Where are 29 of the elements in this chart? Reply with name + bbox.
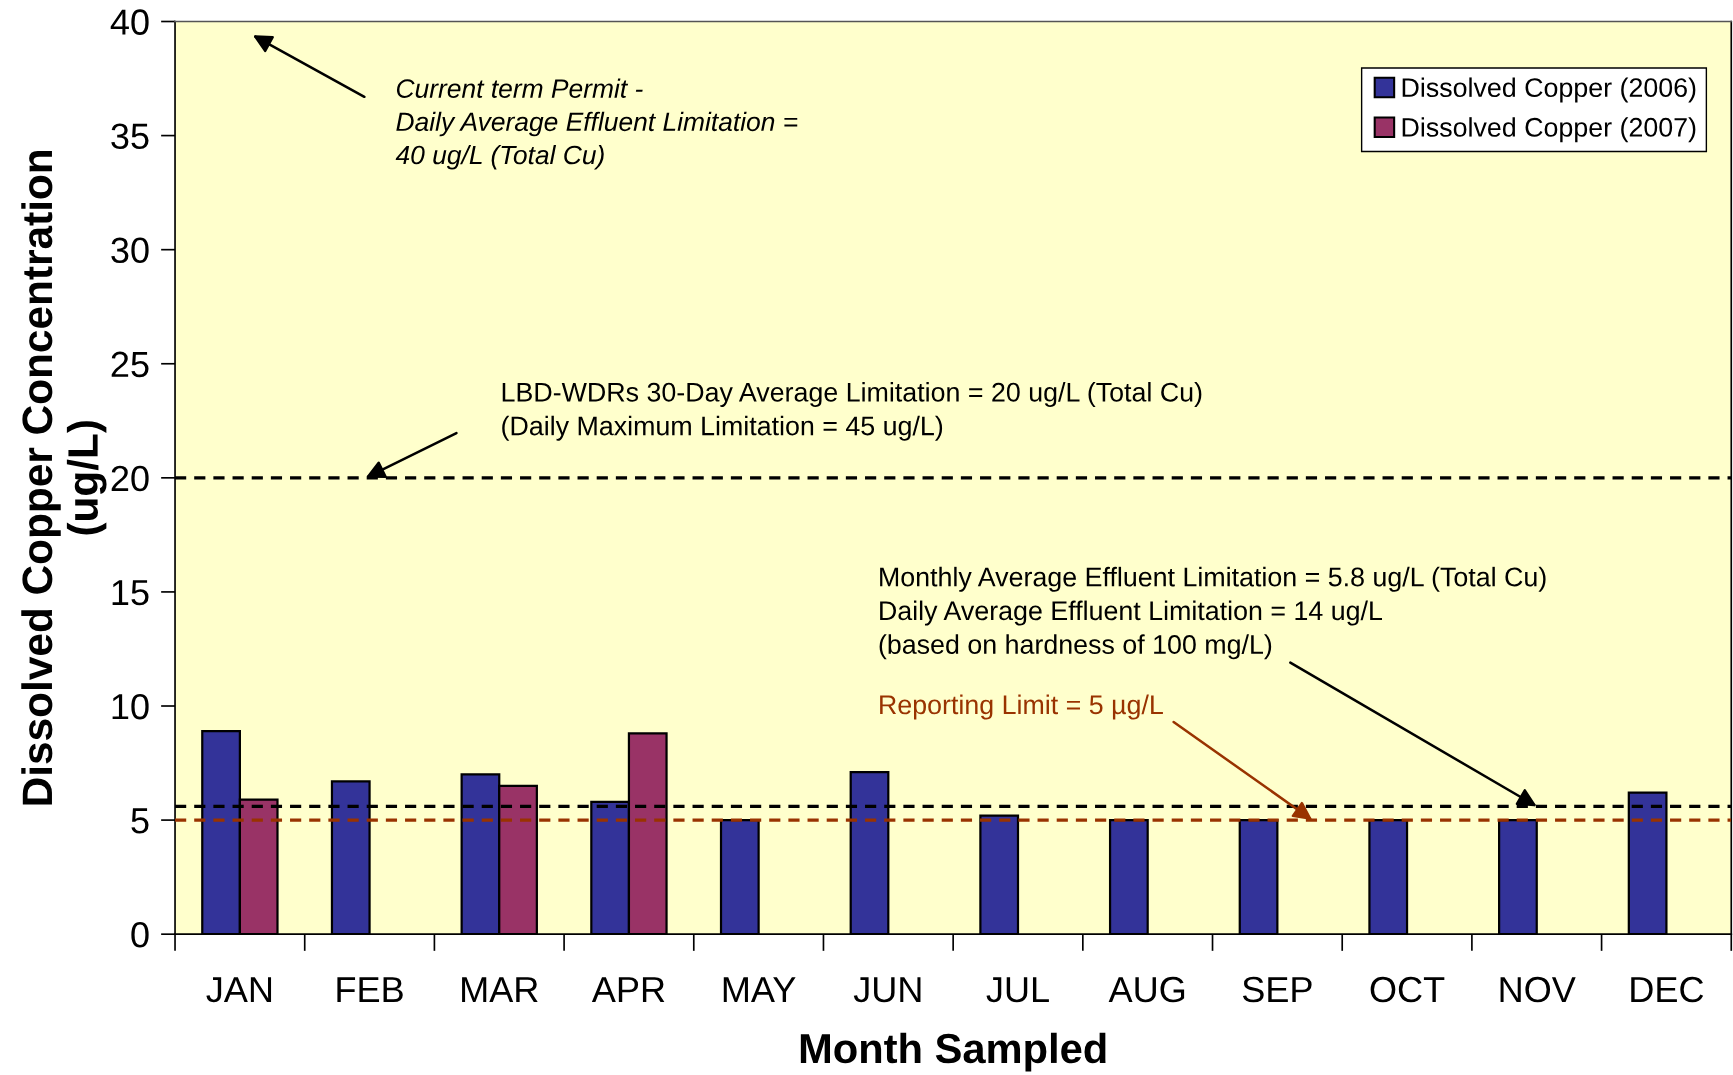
y-tick-label: 10 [112,693,149,720]
y-tick-label: 20 [111,465,149,492]
x-tick-label: JUN [853,977,921,1003]
y-tick-label: 0 [131,922,149,948]
y-tick-label: 5 [131,808,149,834]
x-tick-label: NOV [1500,976,1576,1003]
y-axis-title: Dissolved Copper Concentration (ug/L) [21,150,107,805]
legend-label: Dissolved Copper (2007) [1402,117,1696,143]
x-tick-label: SEP [1242,976,1312,1003]
x-tick-label: JUL [986,977,1049,1003]
annotation: Current term Permit - Daily Average Effluent Limitation = 40 ug/L (Total Cu) [395,78,798,170]
x-tick-label: APR [591,977,665,1003]
x-tick-label: MAY [723,977,796,1003]
x-tick-label: OCT [1370,976,1445,1003]
x-tick-label: DEC [1631,976,1704,1003]
x-tick-label: AUG [1108,976,1185,1003]
y-tick-label: 15 [112,580,149,606]
y-tick-label: 25 [111,351,149,378]
y-tick-label: 40 [110,9,149,35]
x-tick-label: JAN [206,977,272,1003]
x-tick-label: MAR [462,977,538,1003]
ref-line-label: Reporting Limit = 5 µg/L [880,694,1163,720]
x-tick-label: FEB [337,977,403,1003]
ref-line-label: LBD-WDRs 30-Day Average Limitation = 20 ug/L (Total Cu) (Daily Maximum Limitation = 45 ug/L) [502,382,1202,441]
annotation: Monthly Average Effluent Limitation = 5.8 ug/L (Total Cu) Daily Average Effluent Limitation = 14 ug/L (based on hardness of 100 mg/L) [879,566,1546,660]
legend-label: Dissolved Copper (2006) [1402,77,1696,103]
y-tick-label: 35 [111,123,149,150]
x-axis-title: Month Sampled [800,1032,1106,1072]
y-tick-label: 30 [111,237,149,264]
